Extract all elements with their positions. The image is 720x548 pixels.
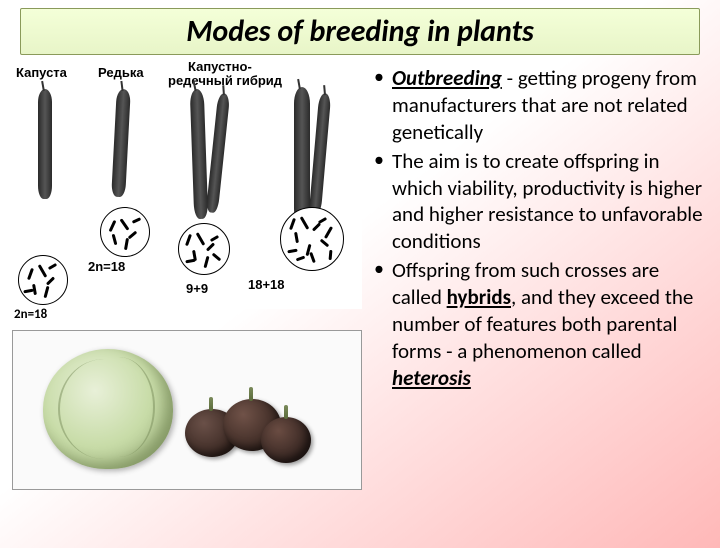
pod-hybrid-b <box>294 87 310 225</box>
label-2n-mid: 2n=18 <box>88 259 125 274</box>
cell-4 <box>280 207 344 271</box>
radish-3 <box>261 417 311 463</box>
bullet-3: Offspring from such crosses are called h… <box>370 257 704 391</box>
label-radish: Редька <box>98 65 144 80</box>
bullet-1: Outbreeding - getting progeny from manuf… <box>370 65 704 146</box>
content-row: Капуста Редька Капустно- редечный гибрид <box>0 59 720 490</box>
pod-hybrid-b2 <box>309 93 332 216</box>
cabbage-shape <box>43 349 173 469</box>
right-column: Outbreeding - getting progeny from manuf… <box>370 59 708 490</box>
pod-hybrid-a <box>190 89 209 219</box>
term-outbreeding: Outbreeding <box>392 65 502 91</box>
label-hybrid-2: редечный гибрид <box>168 73 282 88</box>
label-2n-left: 2n=18 <box>14 307 362 322</box>
bullet-2: The aim is to create offspring in which … <box>370 148 704 256</box>
cell-1 <box>18 255 68 305</box>
left-column: Капуста Редька Капустно- редечный гибрид <box>12 59 362 490</box>
vegetable-photo <box>12 330 362 490</box>
page-title: Modes of breeding in plants <box>31 13 689 50</box>
label-9p9: 9+9 <box>186 281 208 296</box>
bullet-list: Outbreeding - getting progeny from manuf… <box>370 65 704 392</box>
pod-hybrid-a2 <box>206 93 230 214</box>
cell-2 <box>100 207 150 257</box>
hybridization-diagram: Капуста Редька Капустно- редечный гибрид <box>12 59 362 309</box>
title-bar: Modes of breeding in plants <box>20 8 700 55</box>
term-heterosis: heterosis <box>392 365 471 391</box>
label-cabbage: Капуста <box>16 65 67 80</box>
label-hybrid-1: Капустно- <box>188 59 252 74</box>
label-18p18: 18+18 <box>248 277 285 292</box>
pod-cabbage <box>38 89 52 199</box>
cell-3 <box>178 223 230 275</box>
pod-radish <box>111 89 131 198</box>
term-hybrids: hybrids <box>447 284 511 310</box>
